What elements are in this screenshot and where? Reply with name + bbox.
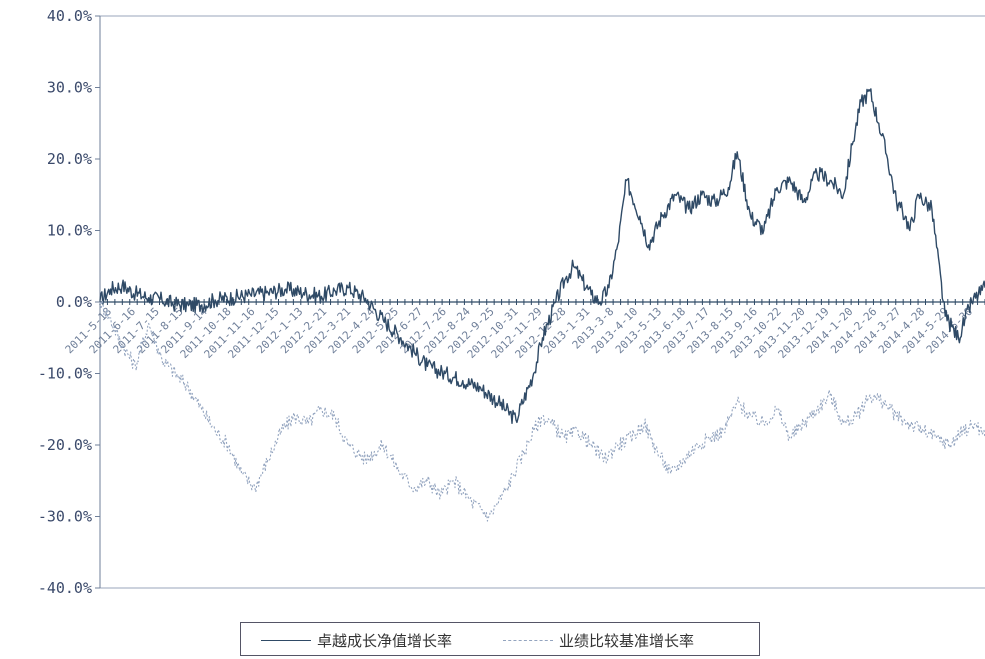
legend-item-nav: 卓越成长净值增长率 xyxy=(261,630,452,651)
legend-swatch-benchmark xyxy=(503,640,553,641)
y-axis-ticks: 40.0% 30.0% 20.0% 10.0% 0.0% -10.0% -20.0% -30.… xyxy=(38,7,100,597)
y-tick-label: -10.0% xyxy=(38,365,92,383)
series-lines xyxy=(99,88,985,522)
y-tick-label: -20.0% xyxy=(38,436,92,454)
y-tick-label: -30.0% xyxy=(38,508,92,526)
legend: 卓越成长净值增长率 业绩比较基准增长率 xyxy=(240,622,760,656)
y-tick-label: 40.0% xyxy=(47,7,92,25)
y-tick-label: 30.0% xyxy=(47,79,92,97)
series-line-benchmark-growth xyxy=(99,299,985,522)
legend-label-nav: 卓越成长净值增长率 xyxy=(317,632,453,650)
legend-swatch-nav xyxy=(261,640,311,641)
y-tick-label: 10.0% xyxy=(47,222,92,240)
y-tick-label: -40.0% xyxy=(38,579,92,597)
legend-item-benchmark: 业绩比较基准增长率 xyxy=(503,630,694,651)
y-tick-label: 0.0% xyxy=(56,293,92,311)
y-tick-label: 20.0% xyxy=(47,150,92,168)
series-line-nav-growth xyxy=(99,88,985,424)
legend-label-benchmark: 业绩比较基准增长率 xyxy=(559,632,695,650)
